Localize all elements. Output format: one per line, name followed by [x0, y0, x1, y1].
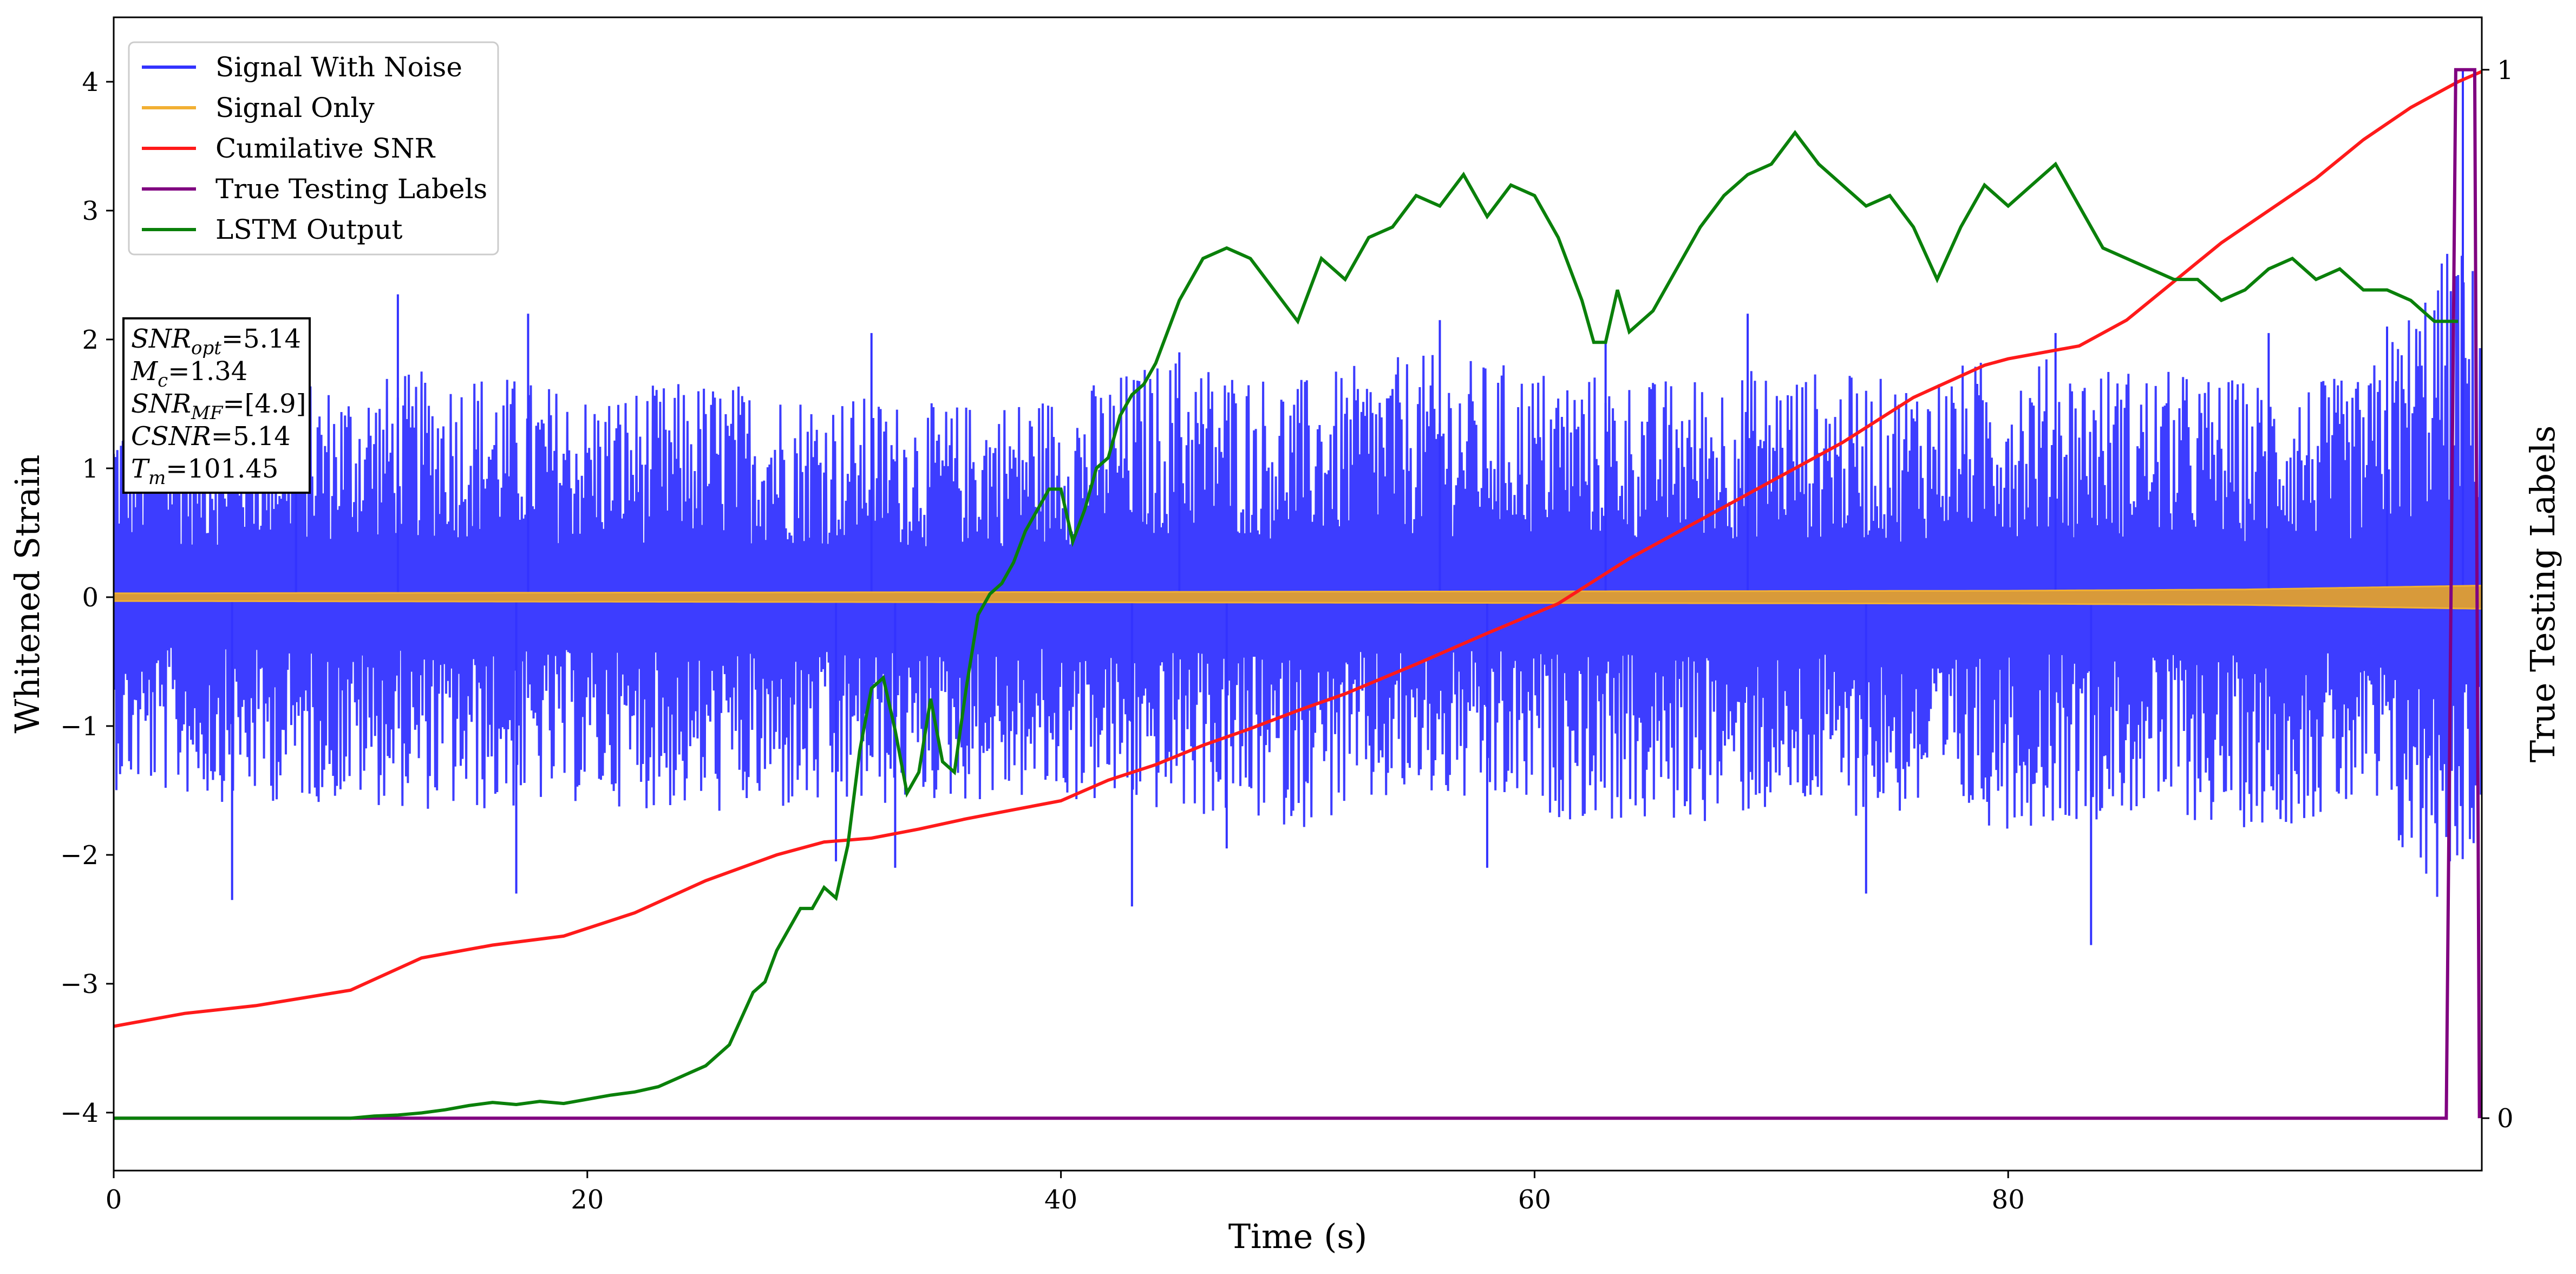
series-lstm-output: [114, 130, 2459, 1120]
y2-tick-label: 1: [2497, 55, 2514, 86]
y2-axis-label: True Testing Labels: [2523, 426, 2562, 763]
y-tick-label: −4: [60, 1098, 99, 1128]
x-tick-label: 20: [571, 1185, 604, 1215]
annotation-line: Mc=1.34: [130, 356, 247, 391]
x-tick-label: 80: [1992, 1185, 2025, 1215]
plot-frame: [113, 16, 2483, 1172]
legend-entry-label: Cumilative SNR: [215, 133, 435, 164]
y-tick-label: −2: [60, 840, 99, 871]
x-axis-label: Time (s): [1228, 1217, 1368, 1256]
annotation-line: CSNR=5.14: [131, 421, 291, 452]
annotation-frame: [122, 317, 311, 494]
y-tick-label: 4: [82, 67, 99, 97]
series-signal-with-noise: [114, 253, 2482, 897]
annotation-line: SNRopt=5.14: [131, 324, 301, 359]
x-tick-label: 0: [106, 1185, 122, 1215]
legend: Signal With Noise Signal Only Cumilative S…: [128, 41, 499, 256]
y-tick-label: 3: [82, 196, 99, 226]
legend-frame: [128, 41, 499, 256]
y-axis: −4 −3 −2 −1 0 1 2 3 4: [60, 67, 114, 1128]
legend-entry-label: Signal With Noise: [215, 51, 462, 83]
y-tick-label: −3: [60, 969, 99, 999]
x-axis: 0 20 40 60 80: [106, 1171, 2025, 1215]
annotation-line: Tm=101.45: [131, 454, 278, 489]
y2-axis: 01: [2482, 55, 2514, 1134]
annotation-box: SNRopt=5.14Mc=1.34SNRMF=[4.9]CSNR=5.14Tm…: [122, 317, 311, 494]
series-layer: [114, 68, 2482, 1120]
y-tick-label: 2: [82, 325, 99, 355]
x-tick-label: 40: [1044, 1185, 1077, 1215]
y2-tick-label: 0: [2497, 1103, 2514, 1134]
x-tick-label: 60: [1518, 1185, 1551, 1215]
y-tick-label: 0: [82, 583, 99, 613]
y-tick-label: 1: [82, 454, 99, 484]
annotation-line: SNRMF=[4.9]: [131, 389, 306, 424]
legend-entry-label: LSTM Output: [215, 214, 402, 245]
legend-entry-label: True Testing Labels: [215, 173, 487, 205]
series-cumilative-snr: [114, 70, 2482, 1028]
series-true-testing-labels: [114, 68, 2481, 1120]
y-tick-label: −1: [60, 711, 99, 742]
series-signal-only: [114, 584, 2482, 610]
legend-entry-label: Signal Only: [215, 92, 375, 123]
y-axis-label: Whitened Strain: [8, 455, 47, 734]
